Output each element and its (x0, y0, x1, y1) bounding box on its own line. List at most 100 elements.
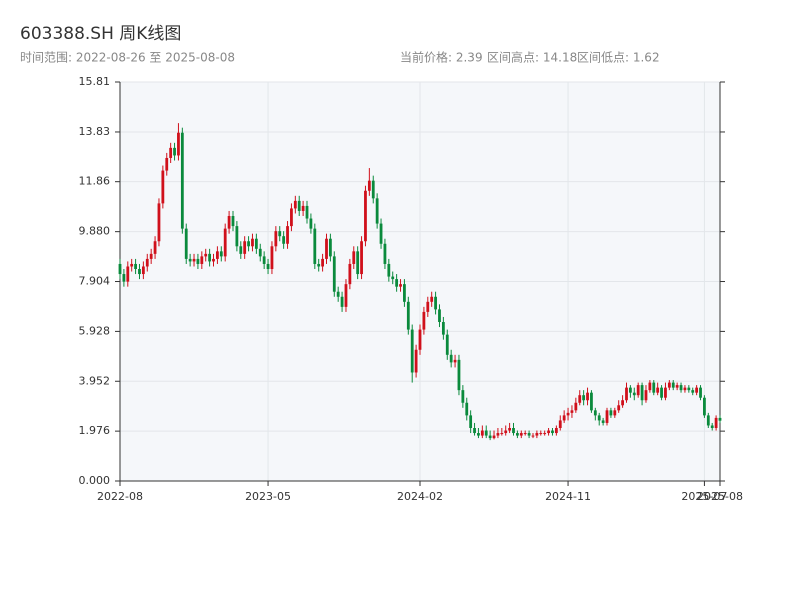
x-tick-label: 2024-11 (545, 490, 591, 503)
x-tick-label: 2022-08 (97, 490, 143, 503)
candle-body (434, 296, 437, 310)
chart-subtitle: 时间范围: 2022-08-26 至 2025-08-08 (20, 51, 235, 65)
candle-body (566, 412, 570, 416)
candle-body (562, 415, 566, 421)
candle-body (414, 349, 418, 373)
candle-body (126, 266, 130, 282)
candle-body (344, 284, 348, 307)
y-tick-label: 3.952 (79, 374, 111, 387)
candle-body (426, 301, 430, 312)
candle-body (488, 435, 492, 439)
chart-title: 603388.SH 周K线图 (20, 24, 181, 44)
candle-body (270, 246, 274, 270)
candle-body (321, 258, 324, 267)
candle-body (118, 263, 122, 275)
candle-body (266, 263, 270, 270)
candle-body (500, 433, 504, 435)
candle-body (371, 180, 375, 199)
candle-body (208, 253, 212, 262)
candle-body (188, 258, 192, 262)
candle-body (543, 433, 547, 435)
candle-body (706, 415, 710, 426)
candle-body (551, 430, 554, 434)
candle-body (652, 382, 656, 393)
candle-body (441, 322, 445, 335)
candle-body (262, 256, 266, 264)
candle-body (504, 430, 508, 434)
x-tick-label: 2025-08 (697, 490, 743, 503)
y-tick-label: 15.81 (79, 75, 111, 88)
candle-body (251, 238, 254, 247)
candle-body (196, 258, 200, 264)
candle-body (558, 420, 562, 429)
candle-body (399, 284, 402, 287)
candle-body (640, 385, 644, 401)
candle-body (671, 382, 675, 388)
candle-body (703, 397, 706, 416)
info-high: 区间高点: 14.18 (487, 50, 577, 65)
candle-body (161, 170, 165, 204)
candle-body (328, 238, 332, 257)
candle-body (297, 200, 301, 211)
candle-body (317, 263, 321, 267)
candle-body (648, 382, 652, 391)
candle-body (130, 263, 134, 267)
candle-body (667, 382, 671, 388)
candle-body (578, 395, 582, 403)
candle-body (554, 428, 558, 434)
candle-body (539, 433, 543, 435)
candle-body (570, 410, 574, 413)
candle-body (508, 428, 512, 431)
candle-body (278, 231, 282, 237)
candle-body (145, 258, 149, 267)
candle-body (141, 266, 145, 275)
candle-body (122, 274, 126, 282)
candle-body (332, 256, 336, 292)
candle-body (180, 132, 184, 229)
candle-body (231, 216, 235, 227)
candle-body (274, 231, 278, 247)
y-tick-label: 5.928 (79, 324, 111, 337)
candle-body (173, 147, 176, 156)
candle-body (480, 430, 484, 436)
candle-body (679, 385, 683, 391)
candle-body (617, 405, 621, 411)
candle-body (632, 392, 636, 396)
candle-body (223, 228, 227, 257)
x-tick-label: 2023-05 (245, 490, 291, 503)
candle-body (360, 241, 363, 275)
candle-body (675, 385, 679, 388)
candle-body (379, 223, 383, 244)
candle-body (219, 251, 223, 257)
candle-body (403, 284, 406, 302)
candle-body (348, 263, 352, 285)
candle-body (695, 387, 699, 393)
candle-body (313, 228, 317, 264)
candle-body (254, 238, 258, 249)
candle-body (687, 387, 691, 391)
candle-body (492, 435, 496, 439)
y-tick-label: 1.976 (79, 424, 111, 437)
candle-body (138, 269, 141, 275)
candle-body (239, 246, 243, 254)
candle-body (683, 387, 687, 391)
info-price: 当前价格: 2.39 (400, 50, 483, 65)
candle-body (406, 301, 410, 330)
y-tick-label: 0.000 (79, 474, 111, 487)
candle-body (453, 359, 457, 363)
candle-body (418, 329, 422, 350)
candle-body (691, 390, 695, 393)
candle-body (535, 433, 539, 436)
candle-body (628, 387, 632, 393)
candle-body (184, 228, 188, 259)
candle-body (293, 200, 297, 209)
candle-body (523, 433, 527, 435)
candle-body (605, 410, 609, 423)
candle-body (364, 190, 367, 242)
candle-body (527, 433, 531, 436)
candle-body (461, 390, 465, 403)
candle-body (204, 253, 208, 257)
candle-body (601, 420, 605, 423)
candle-body (177, 132, 180, 156)
